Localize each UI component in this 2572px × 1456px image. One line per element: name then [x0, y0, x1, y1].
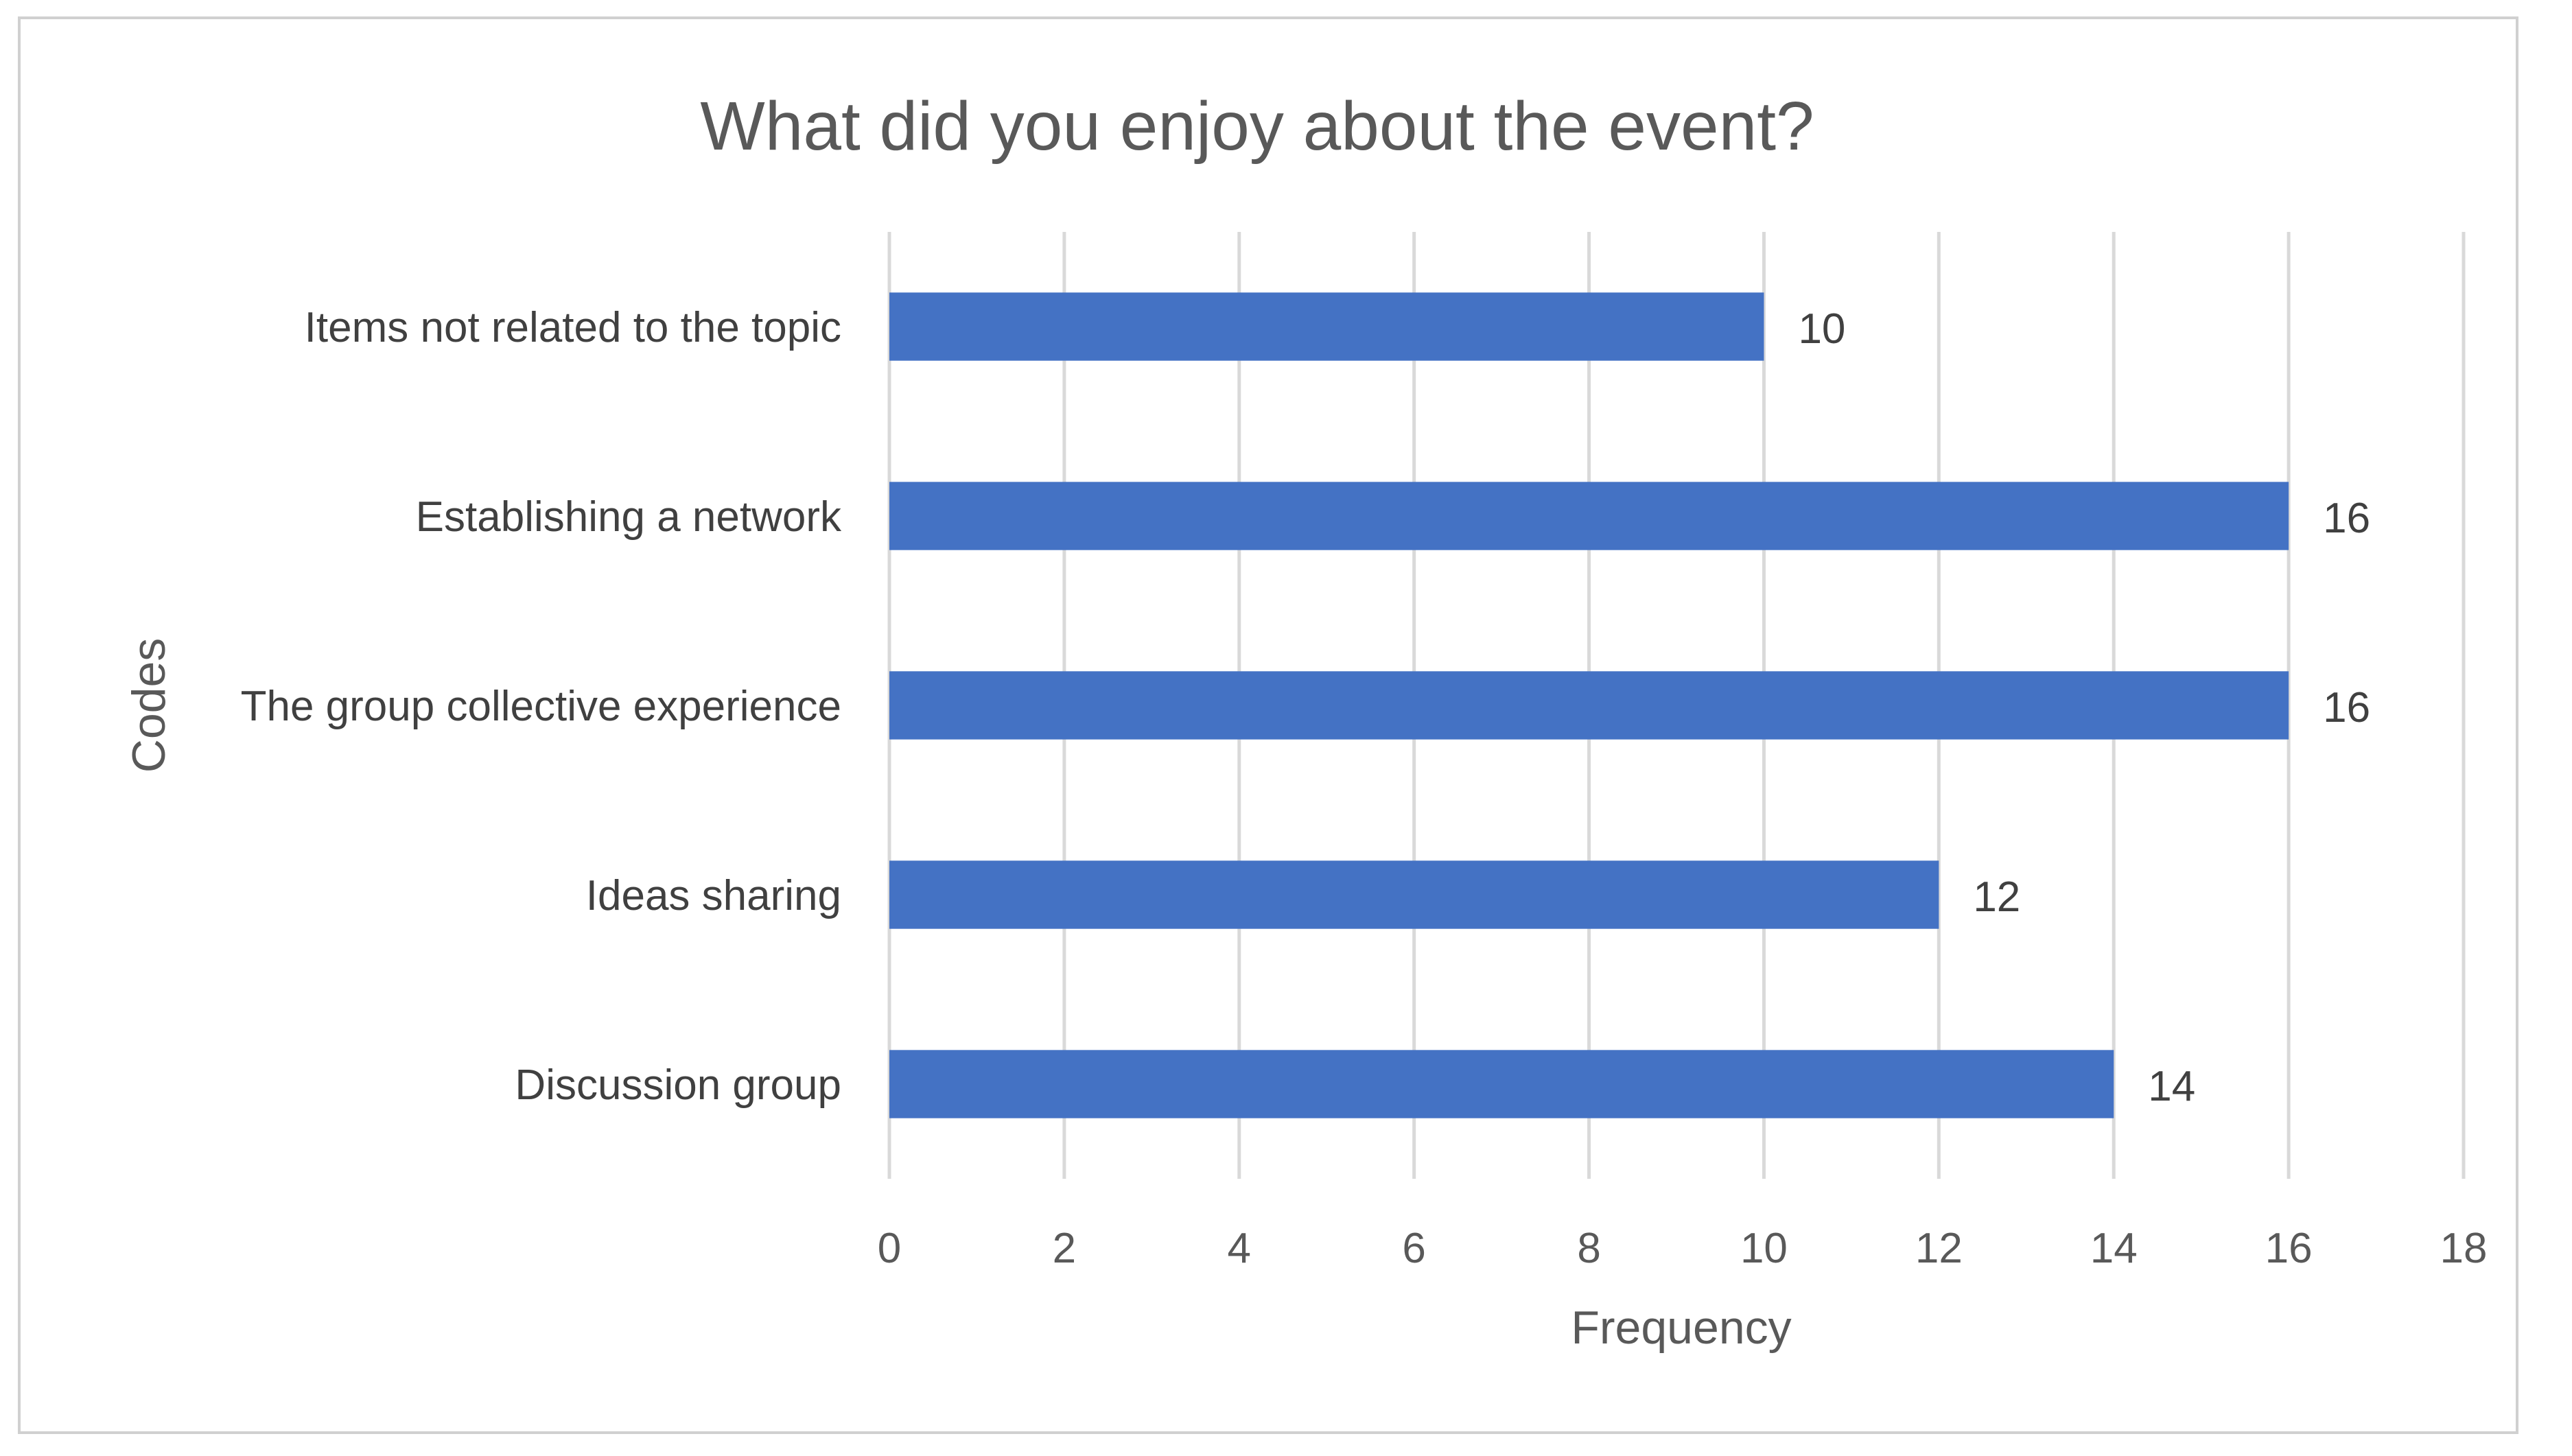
bar-0 [889, 292, 1764, 361]
x-tick-8: 8 [1577, 1225, 1600, 1272]
x-tick-12: 12 [1915, 1225, 1963, 1272]
category-label-3: Ideas sharing [586, 872, 841, 919]
x-tick-labels: 0 2 4 6 8 10 12 14 16 18 [878, 1225, 2488, 1272]
x-tick-10: 10 [1740, 1225, 1788, 1272]
bar-1 [889, 482, 2289, 550]
category-labels: Items not related to the topic Establishi… [241, 304, 842, 1109]
x-tick-18: 18 [2440, 1225, 2488, 1272]
chart-frame: What did you enjoy about the event? Item… [18, 16, 2518, 1434]
bar-3 [889, 860, 1939, 929]
data-label-2: 16 [2323, 684, 2370, 731]
chart-title: What did you enjoy about the event? [700, 88, 1814, 165]
data-labels: 10 16 16 12 14 [1798, 305, 2370, 1110]
x-tick-6: 6 [1402, 1225, 1425, 1272]
category-label-0: Items not related to the topic [305, 304, 841, 351]
chart-svg: What did you enjoy about the event? Item… [123, 88, 2488, 1354]
data-label-4: 14 [2148, 1063, 2195, 1110]
data-label-3: 12 [1973, 873, 2020, 921]
data-label-0: 10 [1798, 305, 1845, 353]
x-tick-2: 2 [1053, 1225, 1076, 1272]
bar-2 [889, 671, 2289, 740]
category-label-4: Discussion group [515, 1061, 841, 1109]
bars [889, 292, 2289, 1118]
data-label-1: 16 [2323, 495, 2370, 542]
x-tick-0: 0 [878, 1225, 901, 1272]
x-tick-4: 4 [1228, 1225, 1251, 1272]
x-tick-14: 14 [2090, 1225, 2138, 1272]
x-axis-title: Frequency [1571, 1302, 1791, 1354]
x-tick-16: 16 [2265, 1225, 2313, 1272]
category-label-1: Establishing a network [416, 493, 842, 541]
category-label-2: The group collective experience [241, 683, 841, 730]
bar-4 [889, 1050, 2114, 1118]
y-axis-title: Codes [123, 638, 175, 773]
